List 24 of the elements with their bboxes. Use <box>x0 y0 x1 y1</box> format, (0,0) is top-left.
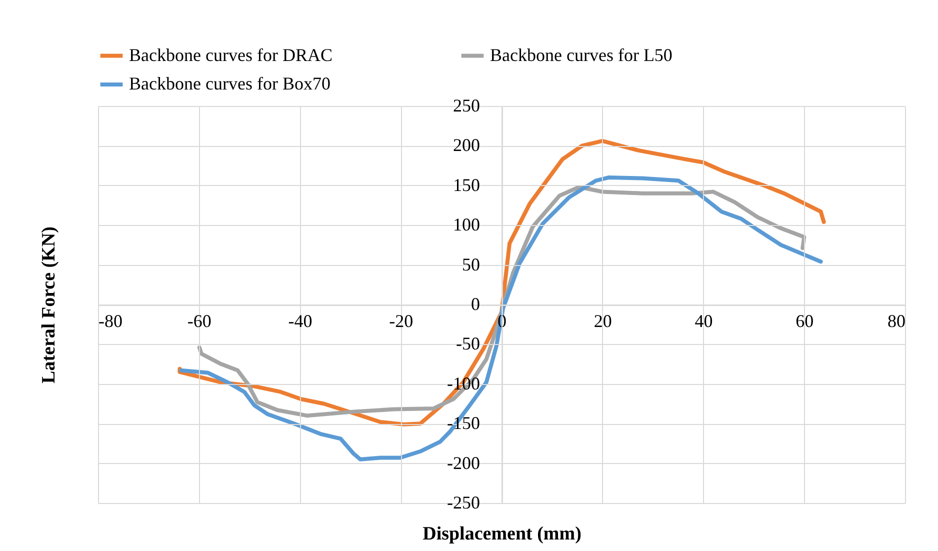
legend-label: Backbone curves for DRAC <box>129 44 332 65</box>
x-tick-label: 20 <box>594 311 612 331</box>
y-axis-title: Lateral Force (KN) <box>38 226 60 384</box>
x-tick-label: -60 <box>187 311 212 331</box>
y-tick-label: 0 <box>471 294 480 314</box>
y-tick-label: -100 <box>447 373 480 394</box>
y-tick-label: 250 <box>453 96 480 116</box>
y-tick-label: -150 <box>447 413 480 434</box>
x-axis-title: Displacement (mm) <box>422 524 582 544</box>
x-tick-label: 80 <box>888 311 906 331</box>
x-tick-label: 60 <box>796 311 814 331</box>
y-tick-label: 50 <box>462 254 480 274</box>
legend-label: Backbone curves for L50 <box>490 44 672 65</box>
y-tick-label: -250 <box>447 492 480 512</box>
y-tick-label: -200 <box>447 452 480 473</box>
x-tick-label: 40 <box>694 311 713 331</box>
legend-label: Backbone curves for Box70 <box>129 74 330 94</box>
y-tick-label: 150 <box>453 174 480 195</box>
y-tick-label: 100 <box>453 214 480 235</box>
y-tick-label: 200 <box>453 135 480 156</box>
x-tick-label: -40 <box>288 311 312 331</box>
x-tick-label: -80 <box>98 311 122 331</box>
y-tick-label: -50 <box>456 334 480 354</box>
x-tick-label: -20 <box>389 311 414 331</box>
